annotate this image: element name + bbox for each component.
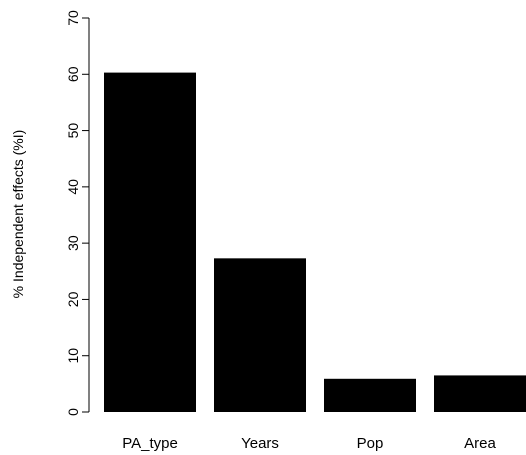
y-axis-label: % Independent effects (%I): [10, 130, 26, 299]
y-tick-label: 20: [65, 291, 81, 307]
bar-pop: [324, 379, 416, 412]
y-tick-label: 10: [65, 348, 81, 364]
category-label: Area: [464, 435, 496, 452]
y-tick-label: 30: [65, 235, 81, 251]
bars: [104, 73, 526, 412]
y-ticks: 0 10 20 30 40 50 60 70: [65, 10, 89, 416]
y-tick-label: 50: [65, 123, 81, 139]
y-tick-label: 0: [65, 408, 81, 416]
y-tick-label: 40: [65, 179, 81, 195]
category-labels: PA_type Years Pop Area: [122, 435, 496, 452]
bar-pa-type: [104, 73, 196, 412]
bar-area: [434, 375, 526, 412]
category-label: Pop: [357, 435, 384, 452]
y-tick-label: 60: [65, 66, 81, 82]
category-label: PA_type: [122, 435, 178, 452]
bar-years: [214, 258, 306, 412]
category-label: Years: [241, 435, 279, 452]
y-tick-label: 70: [65, 10, 81, 26]
